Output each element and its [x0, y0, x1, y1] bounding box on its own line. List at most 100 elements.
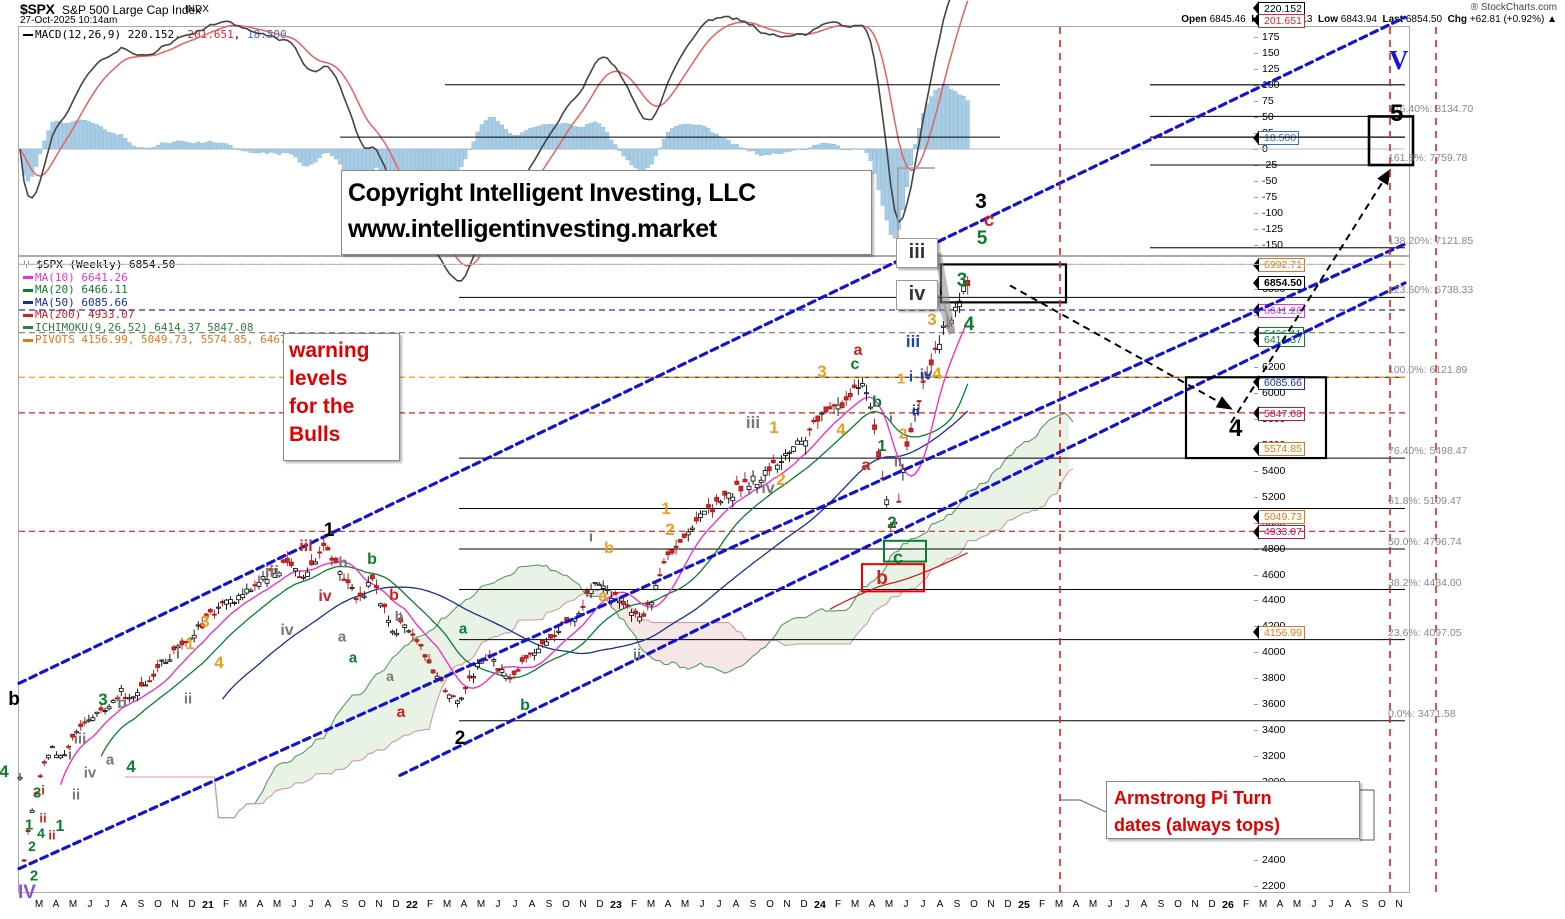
x-axis-month-label: A [732, 899, 740, 910]
elliott-wave-label: i [889, 410, 893, 426]
macd-tick-mark [1254, 116, 1258, 118]
price-y-tick: 4800 [1262, 542, 1286, 555]
price-tick-mark [1254, 470, 1258, 472]
x-axis-month-label: F [1242, 899, 1250, 910]
armstrong-pi-turn-annotation: Armstrong Pi Turn dates (always tops) [1106, 781, 1360, 839]
x-axis-year-label: 23 [610, 899, 622, 911]
macd-tick-mark [1254, 213, 1258, 215]
x-axis-month-label: D [800, 899, 808, 910]
macd-tick-mark [1254, 100, 1258, 102]
x-axis-month-label: A [324, 899, 332, 910]
price-y-tick: 4600 [1262, 568, 1286, 581]
price-value-tag: 6085.66 [1253, 375, 1305, 390]
x-axis-month-label: F [222, 899, 230, 910]
price-tick-mark [1254, 704, 1258, 706]
open-label: Open [1181, 14, 1207, 25]
price-y-tick: 2200 [1262, 879, 1286, 892]
target-box-5-label: 5 [1390, 100, 1404, 127]
x-axis-month-label: J [87, 899, 93, 910]
x-axis-month-label: A [936, 899, 944, 910]
x-axis-month-label: M [476, 899, 486, 910]
fib-level-label: 123.60%: 6738.33 [1388, 284, 1474, 297]
elliott-wave-label: c [983, 210, 995, 231]
elliott-wave-label: 3 [32, 784, 42, 802]
warning-line-4: Bulls [289, 423, 341, 446]
elliott-wave-label: b [8, 689, 20, 710]
symbol-exchange: INDX [185, 4, 209, 15]
armstrong-line-2: dates (always tops) [1114, 815, 1281, 835]
elliott-wave-label: a [861, 457, 871, 474]
elliott-wave-label: b [604, 540, 614, 557]
x-axis-month-label: J [716, 899, 722, 910]
macd-y-tick: -100 [1262, 207, 1284, 220]
x-axis-month-label: J [903, 899, 909, 910]
warning-line-2: levels [289, 367, 348, 390]
elliott-wave-label: iv [280, 622, 294, 639]
x-axis-month-label: N [987, 899, 995, 910]
elliott-wave-label: b [389, 587, 399, 604]
x-axis-month-label: N [1395, 899, 1403, 910]
x-axis-month-label: O [1378, 899, 1386, 910]
macd-y-tick: -150 [1262, 239, 1284, 252]
elliott-wave-label: iv [919, 366, 933, 384]
x-axis-month-label: D [188, 899, 196, 910]
price-y-tick: 3600 [1262, 698, 1286, 711]
x-axis-month-label: O [358, 899, 366, 910]
low-label: Low [1318, 14, 1339, 25]
macd-tick-mark [1254, 197, 1258, 199]
armstrong-line-1: Armstrong Pi Turn [1114, 788, 1272, 808]
x-axis-month-label: S [545, 899, 553, 910]
x-axis-month-label: S [341, 899, 349, 910]
legend-label: MA(20) 6466.11 [35, 283, 128, 296]
x-axis-month-label: N [783, 899, 791, 910]
elliott-wave-label: 4 [214, 653, 224, 672]
ohlc-quote-bar: Open 6845.46 High 6859.13 Low 6843.94 La… [1181, 14, 1557, 25]
macd-legend-text: MACD(12,26,9) [35, 28, 128, 41]
elliott-wave-label: b [367, 551, 377, 568]
x-axis-month-label: F [630, 899, 638, 910]
elliott-wave-label: ii [911, 402, 921, 420]
elliott-wave-label: 2 [776, 470, 786, 489]
elliott-wave-label: a [853, 342, 863, 359]
price-tick-mark [1254, 859, 1258, 861]
elliott-wave-label: a [458, 620, 468, 638]
x-axis-month-label: S [953, 899, 961, 910]
elliott-wave-label: 1 [323, 520, 335, 541]
elliott-wave-label: c [892, 547, 904, 568]
elliott-wave-label: iv [318, 588, 332, 605]
legend-color-swatch [23, 276, 33, 279]
legend-color-swatch [23, 326, 33, 329]
elliott-wave-label: 4 [0, 762, 9, 781]
legend-color-swatch [23, 288, 33, 292]
price-y-tick: 2400 [1262, 853, 1286, 866]
elliott-wave-label: 2 [29, 867, 39, 885]
x-axis-month-label: O [970, 899, 978, 910]
x-axis-month-label: J [512, 899, 518, 910]
x-axis-month-label: S [1157, 899, 1165, 910]
price-tick-mark [1254, 730, 1258, 731]
price-y-tick: 3200 [1262, 749, 1286, 762]
copyright-annotation: Copyright Intelligent Investing, LLC www… [341, 170, 872, 255]
fib-level-label: 23.6%: 4097.05 [1388, 626, 1462, 639]
elliott-wave-label: 5 [976, 228, 988, 249]
x-axis-year-label: 25 [1018, 899, 1030, 911]
x-axis-month-label: N [171, 899, 179, 910]
macd-legend: MACD(12,26,9) 220.152, 201.651, 18.500 [23, 28, 287, 42]
elliott-wave-label: b [520, 697, 530, 714]
fib-level-label: 76.40%: 5498.47 [1388, 445, 1468, 458]
x-axis-month-label: M [884, 899, 894, 910]
elliott-wave-label: 3 [817, 362, 827, 381]
x-axis-month-label: M [1054, 899, 1064, 910]
x-axis-year-label: 24 [814, 899, 826, 911]
elliott-wave-label: 1 [185, 636, 195, 653]
chg-label: Chg [1447, 14, 1468, 25]
callout-wave-iii: iii [896, 238, 938, 268]
elliott-wave-label: 4 [126, 757, 136, 776]
elliott-wave-label: b [117, 695, 127, 712]
macd-y-tick: -25 [1262, 159, 1278, 172]
x-axis-month-label: A [1140, 899, 1148, 910]
warning-levels-annotation: warning levels for the Bulls [283, 333, 400, 461]
elliott-wave-label: 4 [836, 420, 846, 439]
elliott-wave-label: iii [745, 413, 761, 432]
warning-line-1: warning [289, 339, 370, 362]
